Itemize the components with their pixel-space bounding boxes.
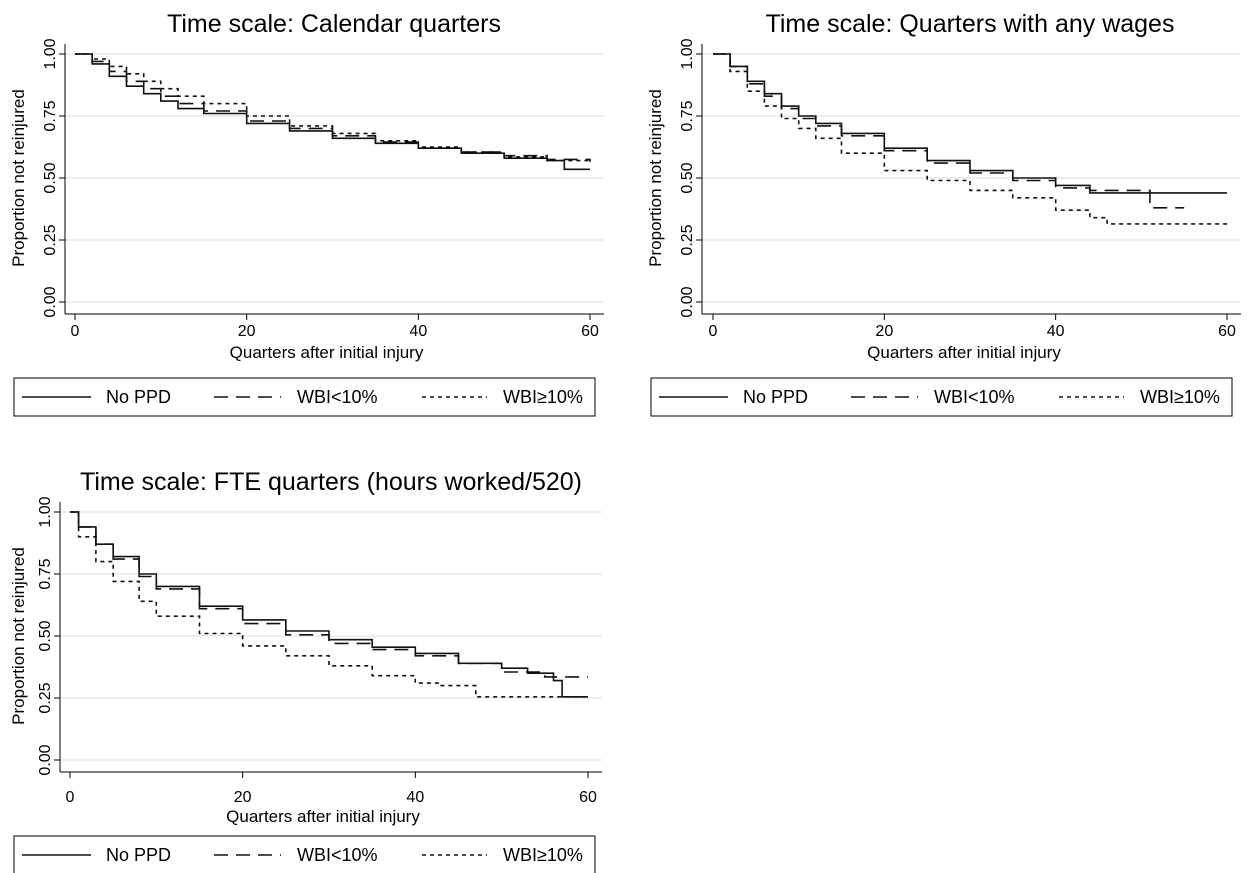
legend: No PPD WBI<10% WBI≥10% (650, 377, 1233, 417)
series-line (75, 53, 591, 162)
series-line (75, 53, 590, 162)
y-axis-label: Proportion not reinjured (9, 547, 28, 725)
x-tick-label: 40 (406, 789, 424, 806)
y-tick-label: 1.00 (679, 38, 696, 69)
y-tick-label: 0.50 (42, 162, 59, 193)
x-tick-label: 20 (238, 323, 256, 340)
x-tick-label: 40 (1047, 323, 1065, 340)
series-line (70, 511, 588, 698)
series-line (75, 53, 590, 171)
x-axis-label: Quarters after initial injury (226, 807, 420, 826)
legend-label: WBI≥10% (503, 387, 583, 407)
x-tick-label: 0 (709, 323, 718, 340)
chart-title: Time scale: Quarters with any wages (766, 10, 1175, 38)
x-tick-label: 60 (1218, 323, 1236, 340)
y-tick-label: 0.00 (37, 744, 54, 775)
legend-label: No PPD (106, 387, 171, 407)
legend-label: WBI<10% (297, 845, 378, 865)
x-axis-label: Quarters after initial injury (867, 343, 1061, 362)
x-tick-label: 0 (71, 323, 80, 340)
legend-box (13, 377, 596, 417)
legend-box (650, 377, 1233, 417)
chart-title: Time scale: Calendar quarters (167, 10, 501, 38)
panel-calendar-quarters: Time scale: Calendar quarters 0.00 0.25 0.5… (9, 10, 604, 417)
y-tick-label: 0.00 (42, 286, 59, 317)
series-line (713, 53, 1227, 194)
y-axis-label: Proportion not reinjured (9, 89, 28, 267)
legend-label: No PPD (743, 387, 808, 407)
legend-label: WBI<10% (297, 387, 378, 407)
series-line (713, 53, 1185, 209)
panel-fte-quarters: Time scale: FTE quarters (hours worked/5… (9, 468, 602, 873)
y-tick-label: 0.75 (42, 100, 59, 131)
series-line (713, 53, 1227, 225)
series-line (70, 511, 588, 698)
y-tick-label: 1.00 (42, 38, 59, 69)
panel-quarters-with-wages: Time scale: Quarters with any wages 0.00 0… (646, 10, 1241, 417)
legend-label: No PPD (106, 845, 171, 865)
y-tick-label: 0.75 (679, 100, 696, 131)
legend-box (13, 835, 596, 873)
y-tick-label: 0.75 (37, 558, 54, 589)
y-axis-label: Proportion not reinjured (646, 89, 665, 267)
legend: No PPD WBI<10% WBI≥10% (13, 377, 596, 417)
x-axis-label: Quarters after initial injury (230, 343, 424, 362)
x-tick-label: 60 (581, 323, 599, 340)
y-tick-label: 1.00 (37, 496, 54, 527)
x-tick-label: 40 (409, 323, 427, 340)
x-tick-label: 60 (579, 789, 597, 806)
series-line (70, 511, 588, 678)
y-tick-label: 0.25 (42, 224, 59, 255)
x-tick-label: 0 (66, 789, 75, 806)
legend-label: WBI≥10% (503, 845, 583, 865)
legend-label: WBI<10% (934, 387, 1015, 407)
y-tick-label: 0.25 (37, 682, 54, 713)
chart-title: Time scale: FTE quarters (hours worked/5… (80, 468, 582, 496)
legend: No PPD WBI<10% WBI≥10% (13, 835, 596, 873)
x-tick-label: 20 (875, 323, 893, 340)
y-tick-label: 0.50 (679, 162, 696, 193)
x-tick-label: 20 (234, 789, 252, 806)
legend-label: WBI≥10% (1140, 387, 1220, 407)
y-tick-label: 0.50 (37, 620, 54, 651)
y-tick-label: 0.00 (679, 286, 696, 317)
y-tick-label: 0.25 (679, 224, 696, 255)
